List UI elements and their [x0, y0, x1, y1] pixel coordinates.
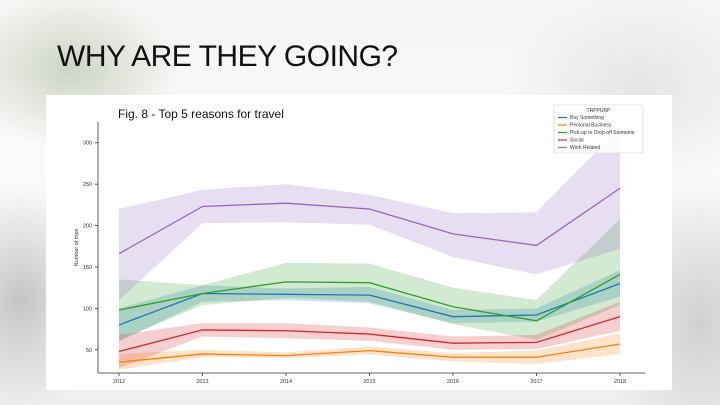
y-tick-label: 100	[83, 306, 92, 312]
series-line-3	[118, 316, 621, 353]
x-tick-label: 2018	[614, 379, 626, 385]
figure-caption: Fig. 8 - Top 5 reasons for travel	[118, 107, 284, 121]
confidence-band-1	[119, 333, 620, 370]
y-tick-label: 150	[83, 265, 92, 271]
legend-title: TRPPURP	[587, 108, 612, 114]
series-line-2	[118, 273, 621, 322]
confidence-band-3	[119, 301, 620, 369]
x-tick-label: 2015	[363, 379, 375, 385]
y-tick-label: 200	[83, 224, 92, 230]
legend-label-1: Personal Business	[570, 123, 612, 129]
x-tick-label: 2016	[447, 379, 459, 385]
y-tick-label: 250	[83, 182, 92, 188]
series-line-4	[118, 187, 621, 255]
series-line-1	[118, 343, 621, 363]
legend-label-2: Pick-up or Drop-off Someone	[570, 130, 635, 136]
legend-box	[553, 104, 644, 154]
y-axis-label: Number of trips	[74, 228, 80, 266]
y-tick-label: 300	[83, 141, 92, 147]
confidence-band-4	[119, 127, 620, 301]
legend-label-0: Buy Something	[570, 115, 604, 121]
slide-title: WHY ARE THEY GOING?	[57, 40, 398, 73]
legend-label-4: Work Related	[570, 145, 600, 151]
legend-label-3: Social	[570, 138, 584, 144]
x-tick-label: 2013	[196, 379, 208, 385]
x-tick-label: 2012	[113, 379, 125, 385]
x-tick-label: 2017	[530, 379, 542, 385]
confidence-band-2	[119, 218, 620, 340]
x-tick-label: 2014	[280, 379, 292, 385]
y-tick-label: 50	[86, 348, 92, 354]
